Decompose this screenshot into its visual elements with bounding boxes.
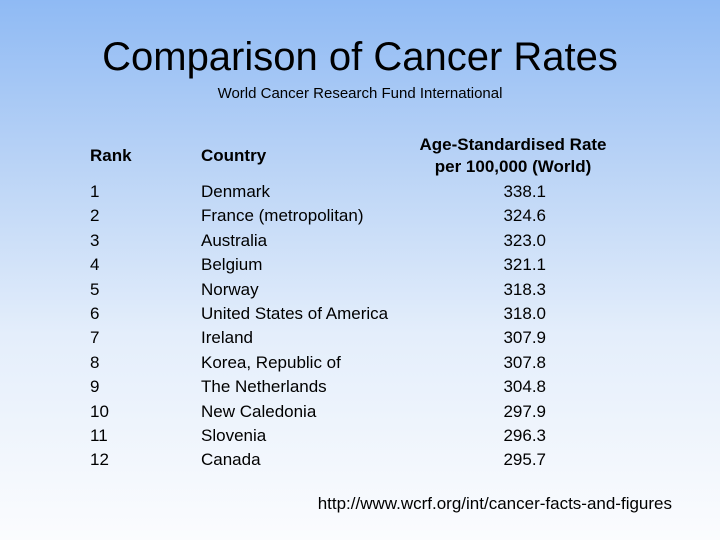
rate-cell: 318.3 — [503, 279, 546, 299]
country-cell: Australia — [201, 230, 268, 250]
rate-cell: 324.6 — [503, 206, 546, 226]
table-row: 9 The Netherlands 304.8 — [0, 375, 720, 399]
country-cell: United States of America — [201, 303, 389, 323]
rate-cell: 323.0 — [503, 230, 546, 250]
rank-cell: 2 — [90, 206, 100, 226]
country-cell: Denmark — [201, 182, 270, 201]
table-row: 3 Australia 323.0 — [0, 229, 720, 253]
rate-cell: 304.8 — [503, 377, 546, 397]
rank-cell: 12 — [90, 450, 109, 470]
rate-cell: 338.1 — [503, 182, 546, 201]
rate-cell: 321.1 — [503, 255, 546, 275]
table-row: 4 Belgium 321.1 — [0, 253, 720, 277]
country-cell: Slovenia — [201, 425, 267, 445]
rank-cell: 10 — [90, 401, 109, 421]
column-header-rate: Age-Standardised Rate per 100,000 (World… — [392, 134, 634, 178]
rank-cell: 4 — [90, 255, 100, 275]
table-row: 7 Ireland 307.9 — [0, 326, 720, 350]
table-row: 1 Denmark 338.1 — [0, 180, 720, 204]
table-row: 5 Norway 318.3 — [0, 278, 720, 302]
column-header-rate-line1: Age-Standardised Rate — [419, 135, 607, 154]
country-cell: Canada — [201, 450, 261, 470]
rank-cell: 3 — [90, 230, 100, 250]
country-cell: Ireland — [201, 328, 253, 348]
rate-cell: 307.9 — [503, 328, 546, 348]
table-row: 8 Korea, Republic of 307.8 — [0, 351, 720, 375]
country-cell: France (metropolitan) — [201, 206, 364, 226]
column-header-rate-line2: per 100,000 (World) — [434, 157, 592, 176]
rank-cell: 9 — [90, 377, 100, 397]
rate-cell: 295.7 — [503, 450, 546, 470]
table-row: 2 France (metropolitan) 324.6 — [0, 204, 720, 228]
rank-cell: 11 — [90, 425, 108, 445]
cancer-rates-table: 1 Denmark 338.1 2 France (metropolitan) … — [0, 180, 720, 473]
country-cell: New Caledonia — [201, 401, 317, 421]
rank-cell: 6 — [90, 303, 100, 323]
rate-cell: 307.8 — [503, 352, 546, 372]
country-cell: Belgium — [201, 255, 263, 275]
column-header-country: Country — [201, 146, 267, 165]
rank-cell: 8 — [90, 352, 100, 372]
country-cell: Norway — [201, 279, 259, 299]
table-row: 6 United States of America 318.0 — [0, 302, 720, 326]
source-url: http://www.wcrf.org/int/cancer-facts-and… — [317, 494, 672, 513]
rank-cell: 7 — [90, 328, 100, 348]
column-header-rank: Rank — [90, 146, 132, 165]
slide-title: Comparison of Cancer Rates — [102, 35, 618, 79]
rank-cell: 1 — [90, 182, 100, 201]
country-cell: Korea, Republic of — [201, 352, 341, 372]
table-row: 10 New Caledonia 297.9 — [0, 400, 720, 424]
table-row: 12 Canada 295.7 — [0, 448, 720, 472]
rank-cell: 5 — [90, 279, 100, 299]
table-row: 11 Slovenia 296.3 — [0, 424, 720, 448]
rate-cell: 318.0 — [503, 303, 546, 323]
slide-subtitle: World Cancer Research Fund International — [217, 85, 503, 102]
rate-cell: 297.9 — [503, 401, 546, 421]
rate-cell: 296.3 — [503, 425, 546, 445]
country-cell: The Netherlands — [201, 377, 327, 397]
